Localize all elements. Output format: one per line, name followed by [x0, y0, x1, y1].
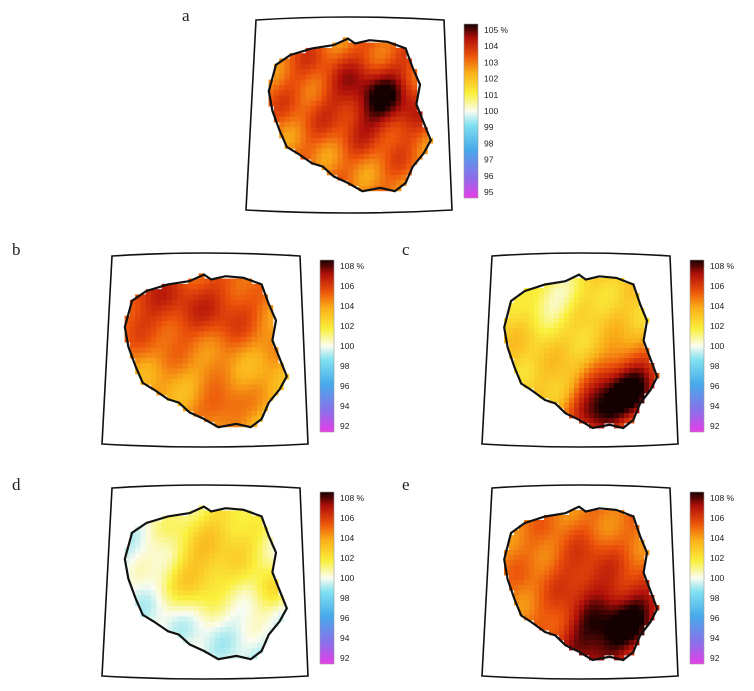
- scale-tick-label: 102: [340, 553, 354, 563]
- scale-tick-label: 98: [710, 593, 720, 603]
- scale-tick-label: 100: [340, 341, 354, 351]
- scale-tick-label: 105 %: [484, 25, 509, 35]
- scale-tick-label: 100: [710, 341, 724, 351]
- scale-tick-label: 98: [340, 593, 350, 603]
- scale-tick-label: 100: [340, 573, 354, 583]
- map-frame-border: [101, 484, 309, 680]
- heatmap-cells: [124, 505, 290, 660]
- scale-tick-label: 97: [484, 155, 494, 165]
- country-border: [123, 505, 289, 661]
- scale-tick-label: 108 %: [710, 493, 735, 503]
- heatmap-cells: [504, 510, 660, 661]
- scale-tick-label: 106: [340, 281, 354, 291]
- scale-tick-label: 92: [710, 653, 720, 663]
- scale-tick-label: 92: [340, 653, 350, 663]
- scale-tick-label: 102: [484, 74, 498, 84]
- country-border: [267, 37, 433, 193]
- scale-tick-label: 103: [484, 57, 498, 67]
- scale-tick-label: 108 %: [340, 261, 365, 271]
- colour-scale-bar: [319, 259, 335, 433]
- scale-tick-label: 92: [710, 421, 720, 431]
- scale-tick-label: 102: [710, 553, 724, 563]
- scale-tick-label: 98: [484, 138, 494, 148]
- country-border: [503, 505, 659, 662]
- scale-tick-label: 106: [340, 513, 354, 523]
- heatmap-cells: [124, 273, 290, 428]
- panel-label-e: e: [402, 475, 410, 494]
- map-panel-e: 108 % 106 104 102 100 98 96 94 92: [481, 484, 735, 680]
- heatmap-cells: [504, 278, 660, 429]
- scale-tick-label: 94: [710, 633, 720, 643]
- colour-scale-bar: [689, 491, 705, 665]
- scale-tick-label: 104: [710, 301, 724, 311]
- scale-tick-label: 96: [340, 613, 350, 623]
- colour-scale-bar: [689, 259, 705, 433]
- scale-tick-label: 104: [484, 41, 498, 51]
- scale-tick-label: 96: [710, 381, 720, 391]
- country-border: [123, 273, 289, 429]
- scale-tick-label: 99: [484, 122, 494, 132]
- panel-label-b: b: [12, 240, 21, 259]
- scale-tick-label: 100: [710, 573, 724, 583]
- country-border: [503, 273, 659, 430]
- panel-label-c: c: [402, 240, 410, 259]
- panel-label-a: a: [182, 6, 190, 25]
- scale-tick-label: 108 %: [710, 261, 735, 271]
- scale-tick-label: 96: [710, 613, 720, 623]
- colour-scale-bar: [463, 23, 479, 199]
- scale-tick-label: 96: [340, 381, 350, 391]
- scale-tick-label: 104: [340, 533, 354, 543]
- scale-tick-label: 94: [340, 633, 350, 643]
- scale-tick-label: 104: [710, 533, 724, 543]
- scale-tick-label: 101: [484, 90, 498, 100]
- scale-tick-label: 98: [340, 361, 350, 371]
- map-frame-border: [481, 484, 679, 680]
- map-panel-d: 108 % 106 104 102 100 98 96 94 92: [101, 484, 365, 680]
- heatmap-cells: [268, 37, 434, 192]
- map-frame-border: [101, 252, 309, 448]
- scale-tick-label: 96: [484, 171, 494, 181]
- scale-tick-label: 94: [710, 401, 720, 411]
- scale-tick-label: 102: [340, 321, 354, 331]
- scale-tick-label: 106: [710, 513, 724, 523]
- map-panel-c: 108 % 106 104 102 100 98 96 94 92: [481, 252, 735, 448]
- scale-tick-label: 92: [340, 421, 350, 431]
- scale-tick-label: 98: [710, 361, 720, 371]
- map-frame-border: [481, 252, 679, 448]
- scale-tick-label: 106: [710, 281, 724, 291]
- panel-label-d: d: [12, 475, 21, 494]
- colour-scale-bar: [319, 491, 335, 665]
- scale-tick-label: 100: [484, 106, 498, 116]
- map-panel-b: 108 % 106 104 102 100 98 96 94 92: [101, 252, 365, 448]
- map-frame-border: [245, 16, 453, 214]
- scale-tick-label: 95: [484, 187, 494, 197]
- scale-tick-label: 104: [340, 301, 354, 311]
- scale-tick-label: 108 %: [340, 493, 365, 503]
- scale-tick-label: 94: [340, 401, 350, 411]
- scale-tick-label: 102: [710, 321, 724, 331]
- map-panel-a: 105 % 104 103 102 101 100 99 98 97 96 95: [245, 16, 509, 214]
